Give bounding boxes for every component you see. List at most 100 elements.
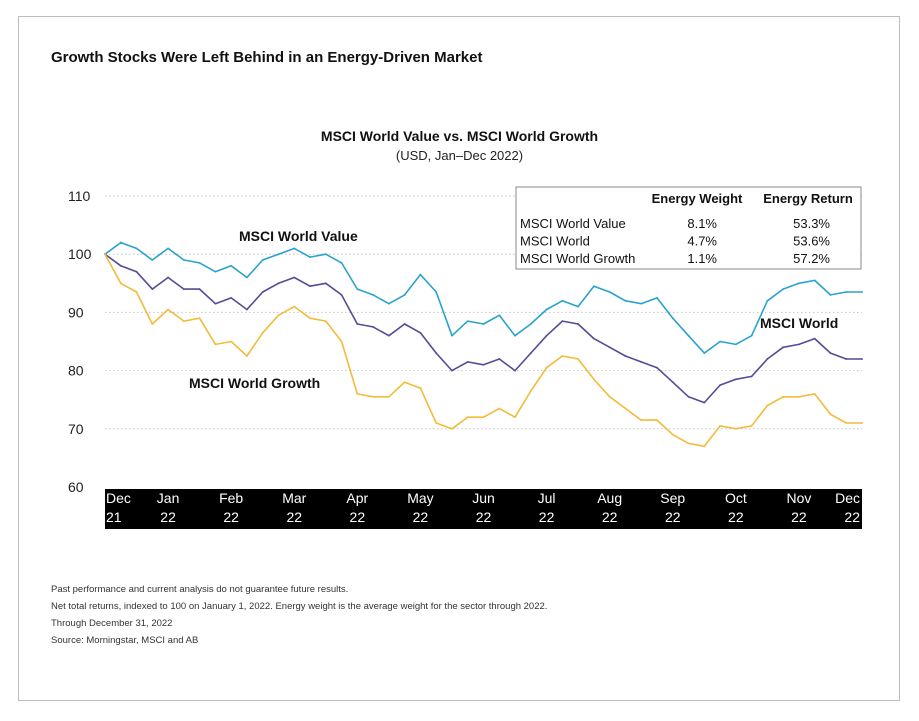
data-point: [324, 253, 327, 256]
data-point: [561, 355, 564, 357]
x-tick-label-year: 22: [476, 509, 492, 525]
data-point: [529, 323, 532, 325]
data-point: [104, 253, 106, 256]
data-point: [167, 308, 169, 311]
data-point: [387, 395, 390, 398]
x-tick-label-month: Jul: [538, 490, 556, 506]
data-point: [766, 358, 769, 360]
footnote-disclaimer: Past performance and current analysis do…: [51, 584, 349, 595]
data-point: [813, 279, 816, 282]
data-point: [656, 419, 658, 421]
table-cell-weight: 4.7%: [687, 234, 717, 249]
data-point: [671, 317, 674, 320]
data-point: [766, 299, 769, 302]
x-tick-label-month: Jan: [157, 490, 180, 506]
data-point: [561, 299, 564, 302]
data-point: [608, 291, 611, 293]
chart-title: MSCI World Value vs. MSCI World Growth: [320, 128, 599, 144]
data-point: [246, 276, 248, 279]
data-point: [687, 334, 690, 337]
x-tick-label-year: 22: [728, 509, 744, 525]
table-cell-return: 57.2%: [793, 251, 830, 266]
data-point: [703, 445, 706, 448]
page-title: Growth Stocks Were Left Behind in an Ene…: [51, 49, 483, 66]
data-point: [656, 296, 658, 299]
data-point: [261, 331, 264, 334]
x-tick-label-year: 22: [413, 509, 429, 525]
table-row-label: MSCI World Value: [520, 216, 626, 231]
data-point: [419, 387, 422, 389]
data-point: [403, 381, 406, 384]
data-point: [782, 395, 785, 398]
data-point: [277, 314, 280, 317]
data-point: [529, 352, 532, 355]
table-row-label: MSCI World: [520, 234, 590, 249]
data-point: [119, 282, 122, 285]
data-point: [324, 320, 327, 323]
data-point: [577, 305, 580, 308]
data-point: [813, 392, 816, 395]
data-point: [545, 366, 548, 369]
data-point: [577, 323, 580, 325]
data-point: [529, 390, 532, 392]
x-tick-label-year: 22: [160, 509, 176, 525]
data-point: [703, 401, 706, 404]
data-point: [372, 294, 375, 296]
table-cell-weight: 8.1%: [687, 216, 717, 231]
data-point: [182, 320, 185, 323]
data-point: [372, 326, 375, 328]
data-point: [466, 416, 469, 419]
data-point: [451, 334, 453, 337]
data-point: [246, 308, 248, 311]
x-tick-label-year: 22: [539, 509, 555, 525]
x-tick-label-month: Sep: [660, 490, 685, 506]
x-tick-label-year: 22: [350, 509, 366, 525]
data-point: [261, 259, 264, 261]
series-annotation: MSCI World: [760, 315, 838, 331]
data-point: [356, 288, 359, 291]
series-annotations: MSCI World Value MSCI World MSCI World Gro…: [189, 228, 838, 391]
data-point: [230, 296, 233, 299]
data-point: [246, 355, 248, 357]
data-point: [261, 291, 264, 293]
x-tick-label-year: 22: [602, 509, 618, 525]
data-point: [561, 320, 564, 323]
table-header: Energy Return: [763, 191, 853, 206]
data-point: [798, 282, 800, 285]
data-point: [656, 366, 658, 369]
y-tick-label: 100: [68, 246, 92, 262]
data-point: [214, 343, 217, 346]
data-point: [356, 392, 359, 395]
data-point: [293, 276, 296, 279]
x-tick-label-month: Aug: [597, 490, 622, 506]
data-point: [293, 305, 296, 308]
data-point: [514, 369, 516, 372]
table-row-label: MSCI World Growth: [520, 251, 635, 266]
chart-subtitle: (USD, Jan–Dec 2022): [395, 148, 524, 163]
x-tick-label-month: Oct: [725, 490, 747, 506]
data-point: [309, 256, 311, 259]
data-point: [624, 355, 627, 357]
x-tick-label-year: 22: [844, 509, 860, 525]
data-point: [671, 381, 674, 384]
data-point: [135, 270, 138, 273]
data-point: [782, 288, 785, 291]
data-point: [703, 352, 706, 355]
data-point: [640, 419, 643, 421]
data-point: [514, 334, 516, 337]
data-point: [592, 378, 595, 381]
data-point: [750, 334, 753, 337]
data-point: [151, 323, 154, 325]
table-header: Energy Weight: [652, 191, 743, 206]
data-point: [167, 247, 169, 250]
table-cell-weight: 1.1%: [687, 251, 717, 266]
data-point: [829, 294, 832, 296]
data-point: [419, 273, 422, 276]
series-annotation: MSCI World Value: [239, 228, 358, 244]
data-point: [309, 285, 311, 288]
x-tick-label-year: 22: [286, 509, 302, 525]
data-point: [734, 378, 737, 381]
table-box: [515, 186, 862, 270]
data-point: [813, 337, 816, 340]
